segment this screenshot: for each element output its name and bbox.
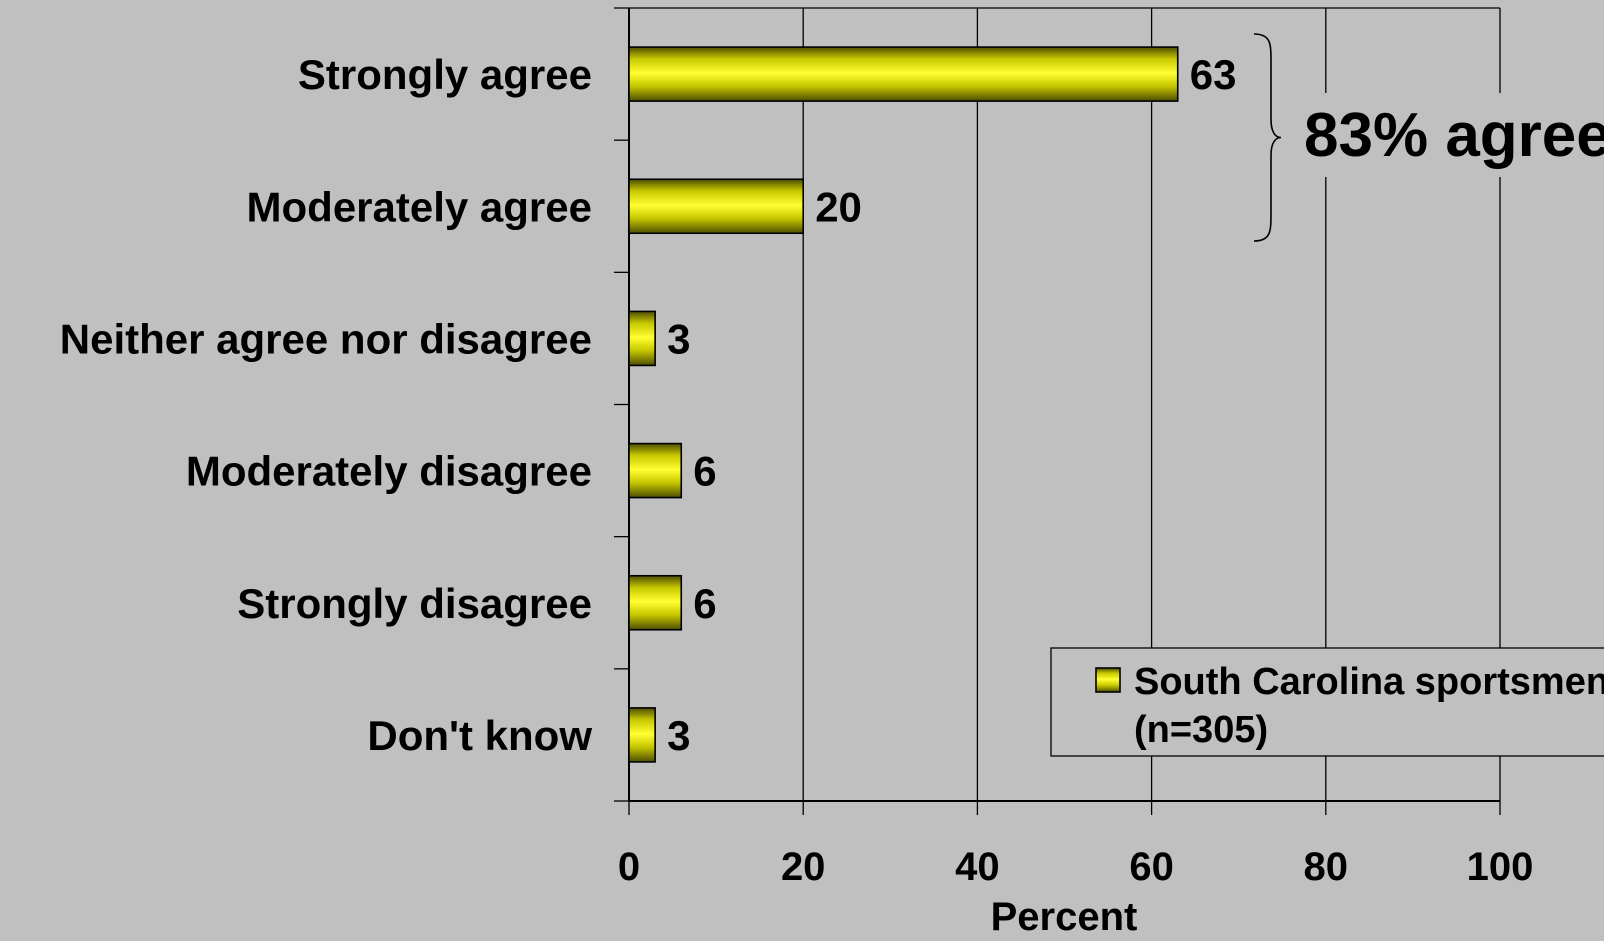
bar-2: [628, 310, 656, 367]
value-label-3: 6: [693, 448, 716, 495]
annotation-brace: [1253, 33, 1282, 242]
legend-swatch: [1095, 667, 1121, 693]
legend-label-line-2: (n=305): [1134, 709, 1268, 751]
x-tick-label-20: 20: [781, 845, 826, 889]
category-label-0: Strongly agree: [298, 51, 592, 98]
value-label-0: 63: [1190, 51, 1237, 98]
annotation-label-background: [1298, 93, 1602, 177]
bar-0: [628, 46, 1179, 102]
x-tick-label-60: 60: [1129, 845, 1174, 889]
x-tick-label-40: 40: [955, 845, 1000, 889]
category-label-5: Don't know: [367, 712, 592, 759]
annotation-label: 83% agree: [1304, 101, 1604, 170]
bar-5: [628, 707, 656, 763]
category-label-2: Neither agree nor disagree: [60, 315, 592, 362]
x-axis-title: Percent: [991, 895, 1138, 936]
value-label-5: 3: [667, 712, 690, 759]
value-label-2: 3: [667, 315, 690, 362]
category-label-3: Moderately disagree: [186, 448, 592, 495]
legend-box: [1050, 647, 1604, 757]
value-label-1: 20: [815, 183, 862, 230]
bar-1: [628, 178, 804, 235]
x-tick-label-80: 80: [1304, 845, 1349, 889]
x-tick-label-0: 0: [618, 845, 640, 889]
bar-3: [628, 442, 683, 499]
x-tick-label-100: 100: [1467, 845, 1534, 889]
bar-4: [628, 574, 683, 631]
value-label-4: 6: [693, 580, 716, 627]
category-label-1: Moderately agree: [247, 183, 592, 230]
legend-label-line-1: South Carolina sportsmen: [1134, 661, 1604, 703]
category-label-4: Strongly disagree: [237, 580, 592, 627]
